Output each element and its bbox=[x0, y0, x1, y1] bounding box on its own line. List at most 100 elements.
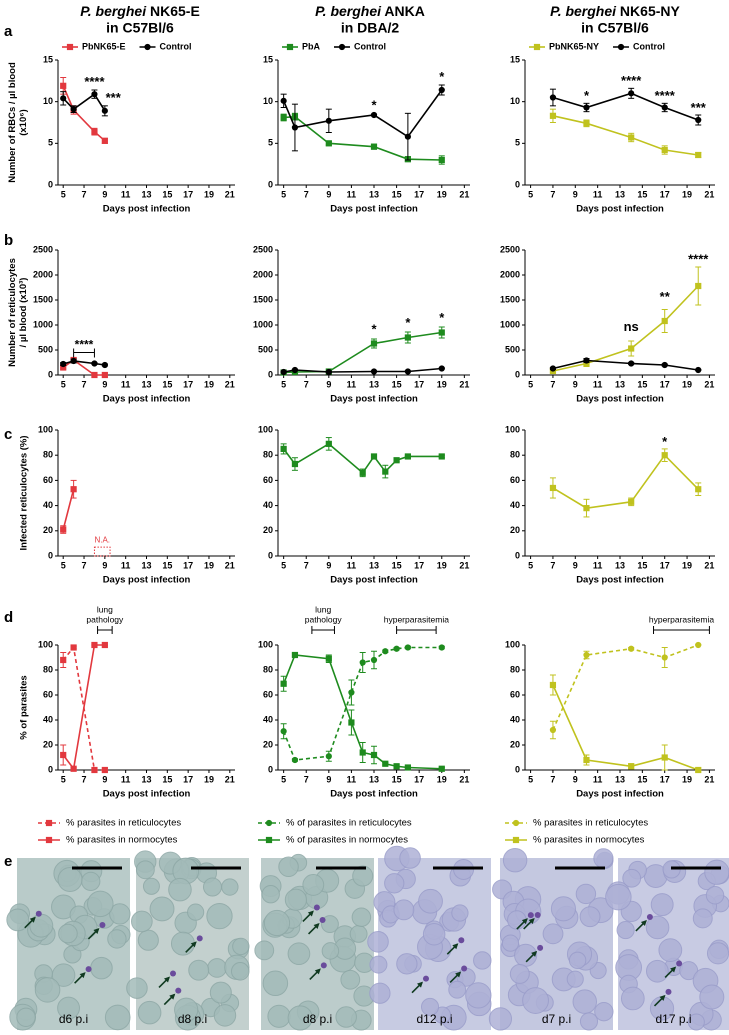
point bbox=[404, 368, 411, 375]
cell bbox=[593, 848, 614, 869]
point bbox=[280, 445, 287, 452]
y-tick-label: 20 bbox=[510, 739, 520, 749]
point bbox=[549, 112, 557, 119]
point bbox=[583, 120, 590, 127]
cell bbox=[399, 847, 421, 869]
series-line bbox=[282, 89, 443, 138]
point bbox=[70, 644, 77, 651]
cell bbox=[57, 867, 83, 892]
x-tick-label: 19 bbox=[204, 189, 214, 199]
point bbox=[370, 368, 378, 375]
cell bbox=[706, 942, 729, 965]
x-tick-label: 19 bbox=[437, 189, 447, 199]
y-tick-label: 60 bbox=[510, 689, 520, 699]
annotation: * bbox=[662, 434, 668, 449]
cell bbox=[422, 922, 446, 946]
point bbox=[144, 43, 151, 51]
cell bbox=[465, 982, 492, 1009]
series-line bbox=[282, 654, 442, 770]
cell bbox=[168, 877, 192, 902]
point bbox=[91, 360, 98, 367]
x-tick-label: 15 bbox=[392, 189, 402, 199]
legend-label: PbA bbox=[302, 41, 321, 51]
y-tick-label: 500 bbox=[505, 344, 520, 354]
cell bbox=[451, 904, 469, 922]
cell bbox=[58, 923, 78, 944]
x-tick-label: 17 bbox=[183, 189, 193, 199]
y-tick-label: 0 bbox=[48, 179, 53, 189]
y-tick-label: 10 bbox=[43, 96, 53, 106]
x-tick-label: 17 bbox=[183, 774, 193, 784]
x-tick-label: 19 bbox=[682, 560, 692, 570]
cell bbox=[369, 982, 391, 1004]
point bbox=[265, 836, 273, 844]
x-tick-label: 15 bbox=[637, 774, 647, 784]
point bbox=[60, 95, 67, 102]
x-tick-label: 19 bbox=[204, 560, 214, 570]
x-tick-label: 9 bbox=[102, 560, 107, 570]
x-axis-label: Days post infection bbox=[330, 789, 418, 800]
point bbox=[549, 726, 557, 734]
x-tick-label: 7 bbox=[550, 189, 555, 199]
point bbox=[291, 651, 299, 659]
x-tick-label: 15 bbox=[162, 189, 172, 199]
cell bbox=[109, 903, 131, 925]
x-tick-label: 13 bbox=[615, 560, 625, 570]
point bbox=[359, 659, 366, 666]
y-tick-label: 0 bbox=[268, 764, 273, 774]
cell bbox=[188, 959, 210, 981]
x-tick-label: 19 bbox=[204, 774, 214, 784]
cell bbox=[433, 1006, 452, 1024]
point bbox=[583, 505, 590, 512]
y-axis-label: Number of reticulocytes bbox=[7, 258, 18, 367]
point bbox=[438, 86, 445, 94]
x-tick-label: 7 bbox=[304, 379, 309, 389]
point bbox=[291, 124, 299, 131]
annotation: **** bbox=[75, 338, 94, 352]
point bbox=[438, 329, 445, 336]
arrow-head bbox=[190, 941, 197, 948]
x-tick-label: 13 bbox=[369, 379, 379, 389]
cell bbox=[321, 942, 340, 960]
point bbox=[382, 648, 389, 655]
x-axis-label: Days post infection bbox=[103, 575, 191, 586]
parasite bbox=[85, 966, 92, 973]
species: P. berghei bbox=[80, 3, 147, 19]
x-tick-label: 15 bbox=[162, 560, 172, 570]
x-tick-label: 19 bbox=[682, 379, 692, 389]
strain: NK65-E bbox=[146, 3, 200, 19]
point bbox=[325, 655, 332, 662]
annotation: **** bbox=[84, 74, 105, 89]
x-axis-label: Days post infection bbox=[330, 575, 418, 586]
point bbox=[70, 106, 77, 113]
y-tick-label: 0 bbox=[268, 179, 273, 189]
cell bbox=[207, 958, 227, 978]
point bbox=[291, 460, 299, 468]
point bbox=[583, 756, 590, 764]
x-tick-label: 5 bbox=[61, 379, 66, 389]
cell bbox=[202, 877, 222, 897]
x-tick-label: 9 bbox=[326, 560, 331, 570]
series-line bbox=[552, 644, 699, 731]
y-tick-label: 1000 bbox=[500, 319, 520, 329]
legend-label: Control bbox=[633, 41, 665, 51]
y-tick-label: 0 bbox=[268, 550, 273, 560]
micrograph-caption: d8 p.i bbox=[178, 1012, 207, 1026]
x-tick-label: 15 bbox=[162, 774, 172, 784]
annotation: pathology bbox=[86, 614, 124, 624]
arrow-head bbox=[455, 971, 462, 978]
y-tick-label: 40 bbox=[510, 500, 520, 510]
legend-label: % parasites in reticulocytes bbox=[533, 818, 648, 829]
cell bbox=[57, 996, 80, 1020]
point bbox=[101, 137, 108, 144]
x-axis-label: Days post infection bbox=[103, 204, 191, 215]
point bbox=[661, 654, 668, 661]
cell bbox=[81, 871, 101, 892]
y-tick-label: 10 bbox=[263, 96, 273, 106]
series-line bbox=[552, 684, 699, 771]
cell bbox=[232, 937, 250, 956]
cell bbox=[267, 1004, 291, 1028]
point bbox=[695, 366, 702, 374]
point bbox=[45, 819, 53, 827]
